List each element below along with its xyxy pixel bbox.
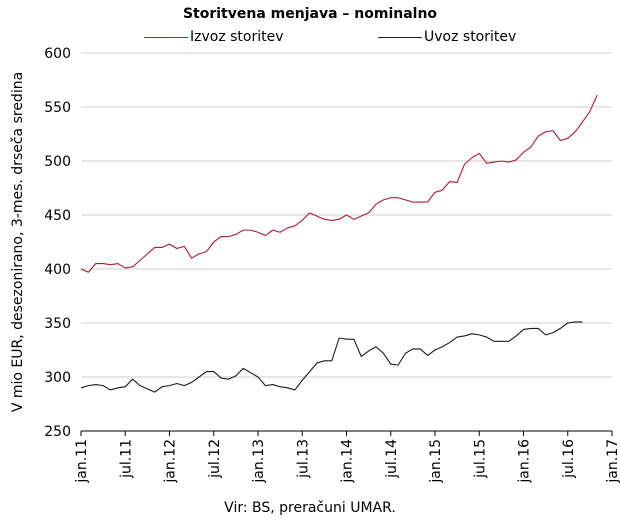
x-tick-label: jul.12	[207, 439, 223, 479]
x-tick-label: jul.14	[384, 439, 400, 479]
y-axis-title: V mio EUR, desezonirano, 3-mes. drseča s…	[10, 72, 26, 412]
chart-title: Storitvena menjava – nominalno	[182, 6, 438, 22]
source-note: Vir: BS, preračuni UMAR.	[224, 500, 396, 516]
legend-item-imports: Uvoz storitev	[378, 29, 516, 45]
legend-item-exports: Izvoz storitev	[144, 29, 284, 45]
x-tick-label: jan.12	[163, 439, 179, 484]
legend-swatch-imports	[378, 36, 422, 38]
y-tick-label: 250	[44, 424, 71, 440]
legend-label-imports: Uvoz storitev	[424, 29, 517, 45]
x-tick-label: jul.16	[561, 439, 577, 479]
legend-swatch-exports	[144, 36, 188, 38]
y-tick-label: 450	[44, 208, 71, 224]
y-tick-label: 300	[44, 370, 71, 386]
y-tick-label: 500	[44, 154, 71, 170]
x-tick-label: jan.11	[74, 439, 90, 484]
legend-label-exports: Izvoz storitev	[190, 29, 284, 45]
series-line-exports	[80, 94, 598, 273]
x-tick-label: jul.13	[295, 439, 311, 479]
y-tick-label: 600	[44, 46, 71, 62]
x-tick-label: jan.16	[517, 439, 533, 484]
y-tick-label: 350	[44, 316, 71, 332]
x-tick-label: jan.14	[340, 439, 356, 484]
x-tick-label: jan.13	[251, 439, 267, 484]
y-tick-label: 550	[44, 100, 71, 116]
x-tick-label: jul.11	[118, 439, 134, 479]
x-tick-label: jul.15	[472, 439, 488, 479]
x-tick-label: jan.17	[605, 439, 620, 484]
y-tick-label: 400	[44, 262, 71, 278]
x-tick-label: jan.15	[428, 439, 444, 484]
series-line-imports	[80, 321, 583, 393]
